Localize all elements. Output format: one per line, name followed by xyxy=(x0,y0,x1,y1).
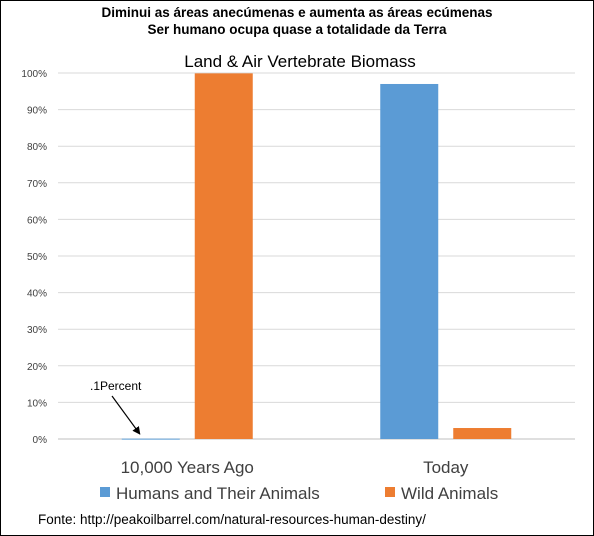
bars xyxy=(121,73,512,440)
bar xyxy=(121,438,180,440)
legend-swatch xyxy=(100,487,110,497)
y-tick-label: 50% xyxy=(27,252,47,263)
legend-label: Wild Animals xyxy=(401,484,498,503)
gridlines xyxy=(58,72,575,440)
annotation: .1Percent xyxy=(90,379,142,435)
y-tick-label: 40% xyxy=(27,289,47,300)
bar xyxy=(380,83,439,439)
source-citation: Fonte: http://peakoilbarrel.com/natural-… xyxy=(38,512,426,527)
annotation-label: .1Percent xyxy=(90,379,142,393)
y-tick-label: 0% xyxy=(33,435,48,446)
x-tick-label: 10,000 Years Ago xyxy=(121,458,254,477)
y-axis-tick-labels: 0% 10% 20% 30% 40% 50% 60% 70% 80% 90% 100% xyxy=(21,69,47,446)
bar xyxy=(453,428,512,439)
y-tick-label: 80% xyxy=(27,142,47,153)
page-header: Diminui as áreas anecúmenas e aumenta as… xyxy=(0,4,594,38)
legend-label: Humans and Their Animals xyxy=(116,484,320,503)
legend-swatch xyxy=(385,487,395,497)
chart-title: Land & Air Vertebrate Biomass xyxy=(184,52,416,71)
y-tick-label: 20% xyxy=(27,362,47,373)
y-tick-label: 100% xyxy=(21,69,47,80)
y-tick-label: 60% xyxy=(27,215,47,226)
bar xyxy=(194,73,253,439)
header-line-2: Ser humano ocupa quase a totalidade da T… xyxy=(147,22,447,37)
x-axis-tick-labels: 10,000 Years Ago Today xyxy=(121,458,469,477)
annotation-arrow xyxy=(111,395,141,435)
header-line-1: Diminui as áreas anecúmenas e aumenta as… xyxy=(101,5,493,20)
y-tick-label: 10% xyxy=(27,398,47,409)
y-tick-label: 90% xyxy=(27,106,47,117)
y-tick-label: 30% xyxy=(27,325,47,336)
x-tick-label: Today xyxy=(423,458,469,477)
y-tick-label: 70% xyxy=(27,179,47,190)
legend: Humans and Their Animals Wild Animals xyxy=(100,484,498,503)
